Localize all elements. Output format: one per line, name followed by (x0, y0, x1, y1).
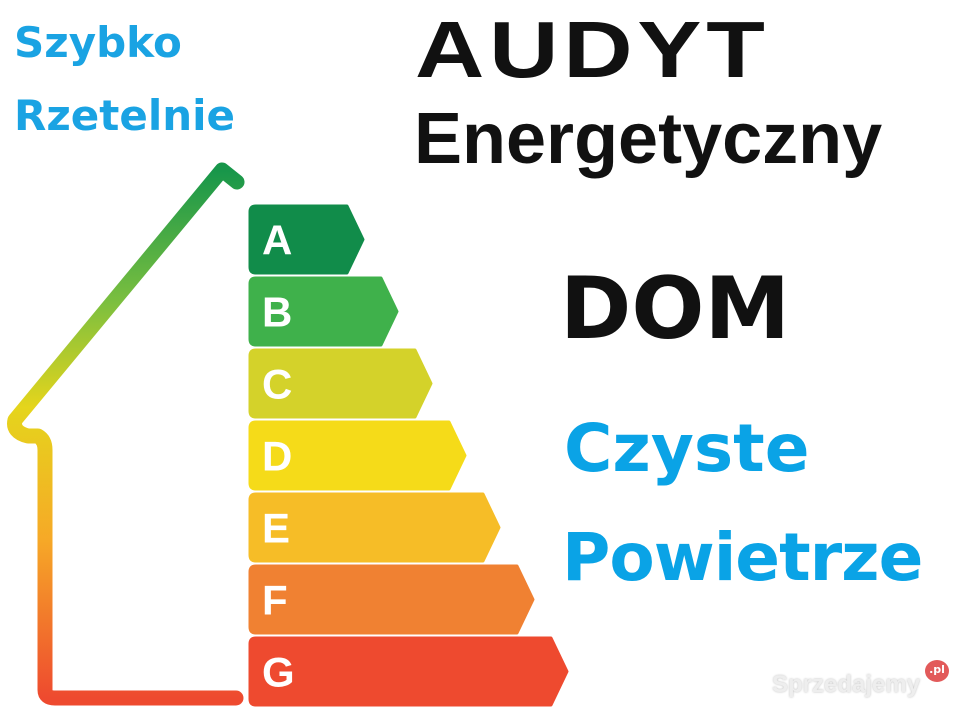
subject-house: DOM (560, 259, 791, 359)
title-audit: AUDYT (415, 5, 770, 94)
energy-class-label: B (262, 289, 292, 336)
program-air: Powietrze (562, 519, 923, 596)
energy-class-label: G (262, 649, 295, 696)
house-outline-icon (7, 162, 245, 706)
energy-class-f-bar (248, 564, 535, 635)
energy-class-e-bar (248, 492, 501, 563)
title-energy: Energetyczny (414, 99, 883, 179)
energy-class-label: C (262, 361, 292, 408)
tagline-reliable: Rzetelnie (14, 91, 236, 140)
watermark-logo: Sprzedajemy (772, 671, 921, 698)
energy-class-label: D (262, 433, 292, 480)
energy-class-label: F (262, 577, 288, 624)
energy-class-label: A (262, 217, 292, 264)
energy-class-g-bar (248, 636, 569, 707)
watermark-badge: .pl (925, 660, 949, 682)
tagline-fast: Szybko (14, 18, 182, 67)
energy-class-b-bar (248, 276, 399, 347)
energy-class-a-bar (248, 204, 365, 275)
energy-class-c-bar (248, 348, 433, 419)
energy-class-label: E (262, 505, 290, 552)
energy-class-d-bar (248, 420, 467, 491)
program-clean: Czyste (564, 410, 810, 487)
